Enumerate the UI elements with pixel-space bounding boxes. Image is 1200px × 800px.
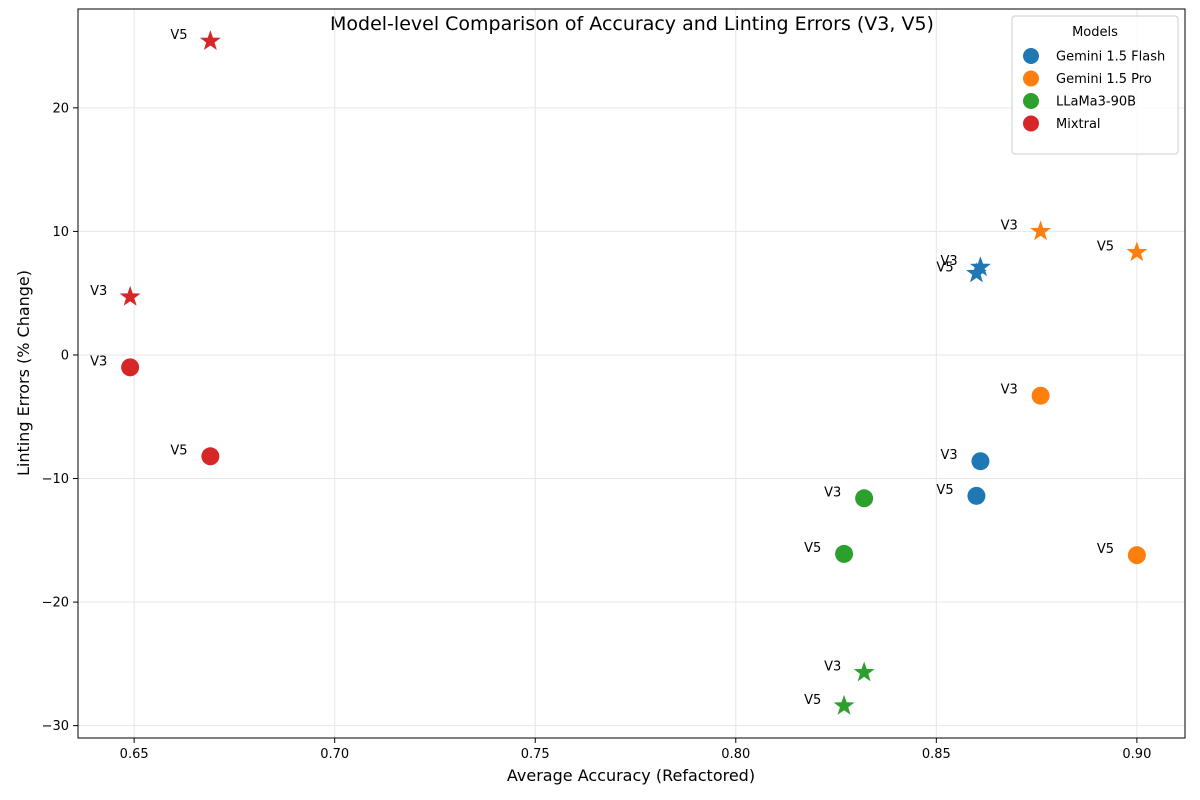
x-axis: 0.65 0.70 0.75 0.80 0.85 0.90 [120, 738, 1151, 762]
point-label: V5 [1097, 239, 1114, 254]
x-tick-label: 0.65 [120, 747, 149, 762]
circle-point [855, 489, 874, 508]
legend: Models Gemini 1.5 Flash Gemini 1.5 Pro LLa… [1011, 15, 1179, 155]
point-label: V3 [940, 448, 957, 463]
y-tick-label: −30 [42, 719, 69, 734]
circle-point [967, 486, 986, 505]
point-label: V5 [936, 260, 953, 275]
point-label: V5 [170, 28, 187, 43]
point-label: V3 [90, 284, 107, 299]
x-tick-label: 0.80 [721, 747, 750, 762]
legend-marker [1023, 70, 1039, 87]
circle-point [971, 452, 990, 471]
point-label: V5 [804, 693, 821, 708]
legend-marker [1023, 115, 1039, 132]
circle-point [1127, 546, 1146, 565]
x-tick-label: 0.90 [1122, 747, 1151, 762]
y-tick-label: 10 [52, 225, 69, 240]
star-point [119, 285, 141, 306]
circle-point [835, 544, 854, 563]
star-point [833, 694, 855, 715]
legend-box [1011, 15, 1179, 155]
y-axis: −30 −20 −10 0 10 20 [42, 101, 78, 734]
star-point [1030, 220, 1052, 241]
legend-entries: Gemini 1.5 Flash Gemini 1.5 Pro LLaMa3-90B… [1023, 48, 1165, 132]
star-point [969, 256, 991, 277]
circle-point [121, 358, 140, 377]
point-label: V5 [804, 541, 821, 556]
point-label: V3 [1001, 218, 1018, 233]
point-label: V5 [936, 483, 953, 498]
x-tick-label: 0.85 [922, 747, 951, 762]
legend-entry-label: Gemini 1.5 Pro [1056, 72, 1152, 87]
legend-marker [1023, 48, 1039, 64]
point-label: V3 [940, 254, 957, 269]
point-label: V3 [824, 660, 841, 675]
legend-entry-label: LLaMa3-90B [1056, 95, 1136, 110]
y-tick-label: −20 [42, 596, 69, 611]
plot-area [77, 8, 1186, 739]
point-label: V5 [1097, 542, 1114, 557]
star-point [853, 661, 875, 682]
y-tick-label: −10 [42, 472, 69, 487]
point-label: V3 [90, 354, 107, 369]
legend-entry-label: Mixtral [1056, 117, 1101, 132]
point-label: V3 [1001, 383, 1018, 398]
point-label: V5 [170, 443, 187, 458]
x-axis-label: Average Accuracy (Refactored) [507, 766, 755, 785]
chart-title: Model-level Comparison of Accuracy and L… [330, 13, 934, 35]
legend-entry-label: Gemini 1.5 Flash [1056, 50, 1165, 65]
legend-title: Models [1072, 25, 1118, 40]
y-tick-label: 20 [52, 101, 69, 116]
star-point [199, 30, 221, 51]
point-label: V3 [824, 485, 841, 500]
legend-marker [1023, 93, 1039, 109]
star-point [1126, 241, 1148, 262]
star-point [965, 262, 987, 283]
circle-point [1031, 386, 1050, 405]
circle-point [201, 447, 220, 466]
y-axis-label: Linting Errors (% Change) [14, 270, 33, 476]
x-tick-label: 0.70 [320, 747, 349, 762]
x-tick-label: 0.75 [521, 747, 550, 762]
y-tick-label: 0 [61, 348, 69, 363]
